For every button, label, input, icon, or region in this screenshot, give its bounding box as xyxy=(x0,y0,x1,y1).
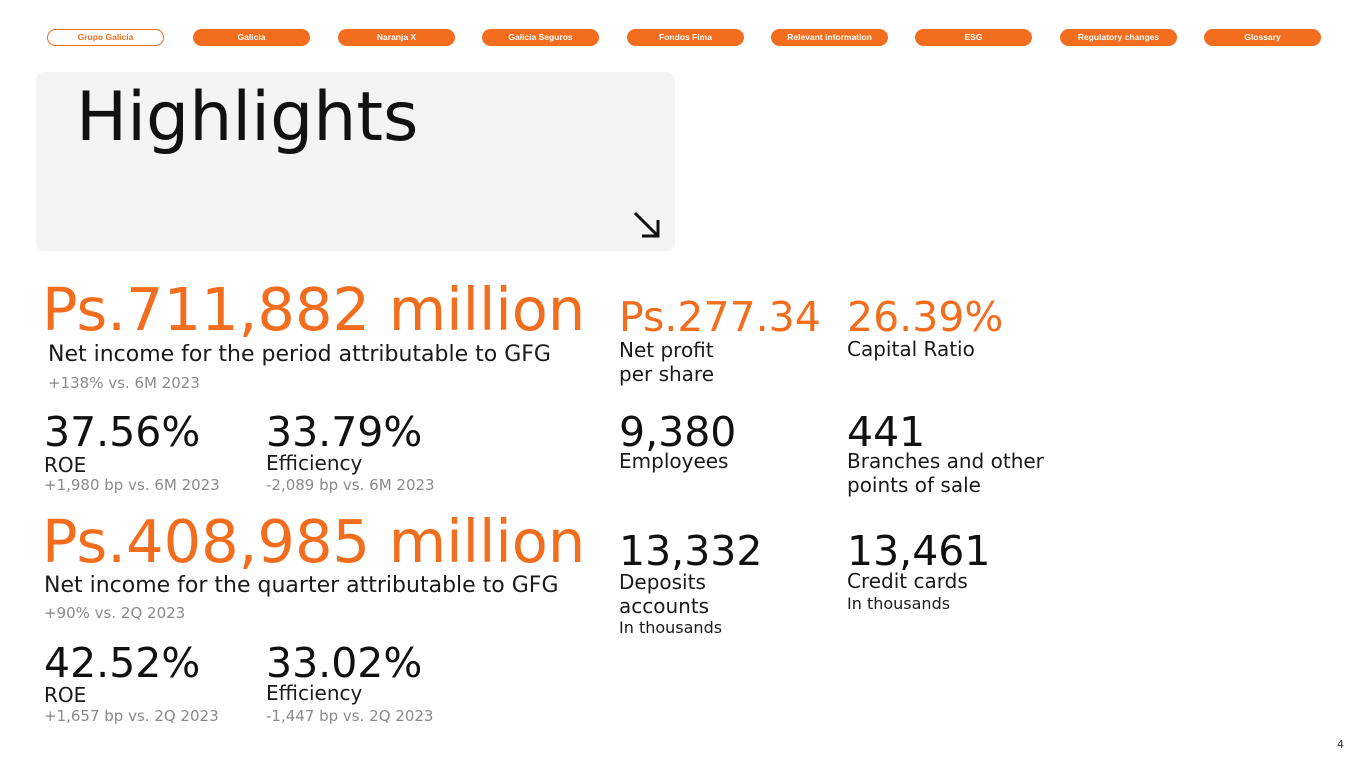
nav-tab[interactable]: Naranja X xyxy=(338,29,455,46)
stat-label: Employees xyxy=(619,449,729,473)
title: Highlights xyxy=(76,78,419,157)
ratio-value: 33.79% xyxy=(266,408,423,456)
nav-tab[interactable]: Galicia Seguros xyxy=(482,29,599,46)
stat-value: Ps.277.34 xyxy=(619,293,821,341)
stat-value: 441 xyxy=(847,408,926,456)
nav-tab[interactable]: Glossary xyxy=(1204,29,1321,46)
nav-tab[interactable]: Regulatory changes xyxy=(1060,29,1177,46)
stat-label: Branches and other points of sale xyxy=(847,449,1044,497)
ratio-value: 42.52% xyxy=(44,639,201,687)
ratio-value: 37.56% xyxy=(44,408,201,456)
ratio-change: -1,447 bp vs. 2Q 2023 xyxy=(266,707,434,725)
nav-tab[interactable]: ESG xyxy=(915,29,1032,46)
metric-change: +138% vs. 6M 2023 xyxy=(48,374,200,392)
stat-value: 26.39% xyxy=(847,293,1004,341)
ratio-label: Efficiency xyxy=(266,451,363,475)
metric-change: +90% vs. 2Q 2023 xyxy=(44,604,186,622)
arrow-icon xyxy=(633,211,660,238)
metric-value: Ps.711,882 million xyxy=(42,275,586,344)
stat-value: 13,332 xyxy=(619,527,763,575)
stat-label: Net profit per share xyxy=(619,338,715,386)
stat-note: In thousands xyxy=(847,594,951,613)
title-box xyxy=(36,72,675,251)
stat-value: 9,380 xyxy=(619,408,737,456)
stat-label: Capital Ratio xyxy=(847,337,975,361)
stat-value: 13,461 xyxy=(847,527,991,575)
nav-tab[interactable]: Fondos Fima xyxy=(627,29,744,46)
metric-label: Net income for the quarter attributable … xyxy=(44,573,559,598)
ratio-change: -2,089 bp vs. 6M 2023 xyxy=(266,476,435,494)
stat-label: Deposits accounts xyxy=(619,570,710,618)
page-number: 4 xyxy=(1337,738,1344,751)
metric-value: Ps.408,985 million xyxy=(42,507,586,576)
stat-label: Credit cards xyxy=(847,569,968,593)
ratio-label: ROE xyxy=(44,683,87,707)
ratio-label: ROE xyxy=(44,453,87,477)
ratio-change: +1,980 bp vs. 6M 2023 xyxy=(44,476,220,494)
ratio-value: 33.02% xyxy=(266,639,423,687)
ratio-change: +1,657 bp vs. 2Q 2023 xyxy=(44,707,219,725)
nav-tab[interactable]: Grupo Galicia xyxy=(47,29,164,46)
nav-tab[interactable]: Relevant information xyxy=(771,29,888,46)
ratio-label: Efficiency xyxy=(266,681,363,705)
nav-tab[interactable]: Galicia xyxy=(193,29,310,46)
metric-label: Net income for the period attributable t… xyxy=(48,342,551,367)
stat-note: In thousands xyxy=(619,618,723,637)
